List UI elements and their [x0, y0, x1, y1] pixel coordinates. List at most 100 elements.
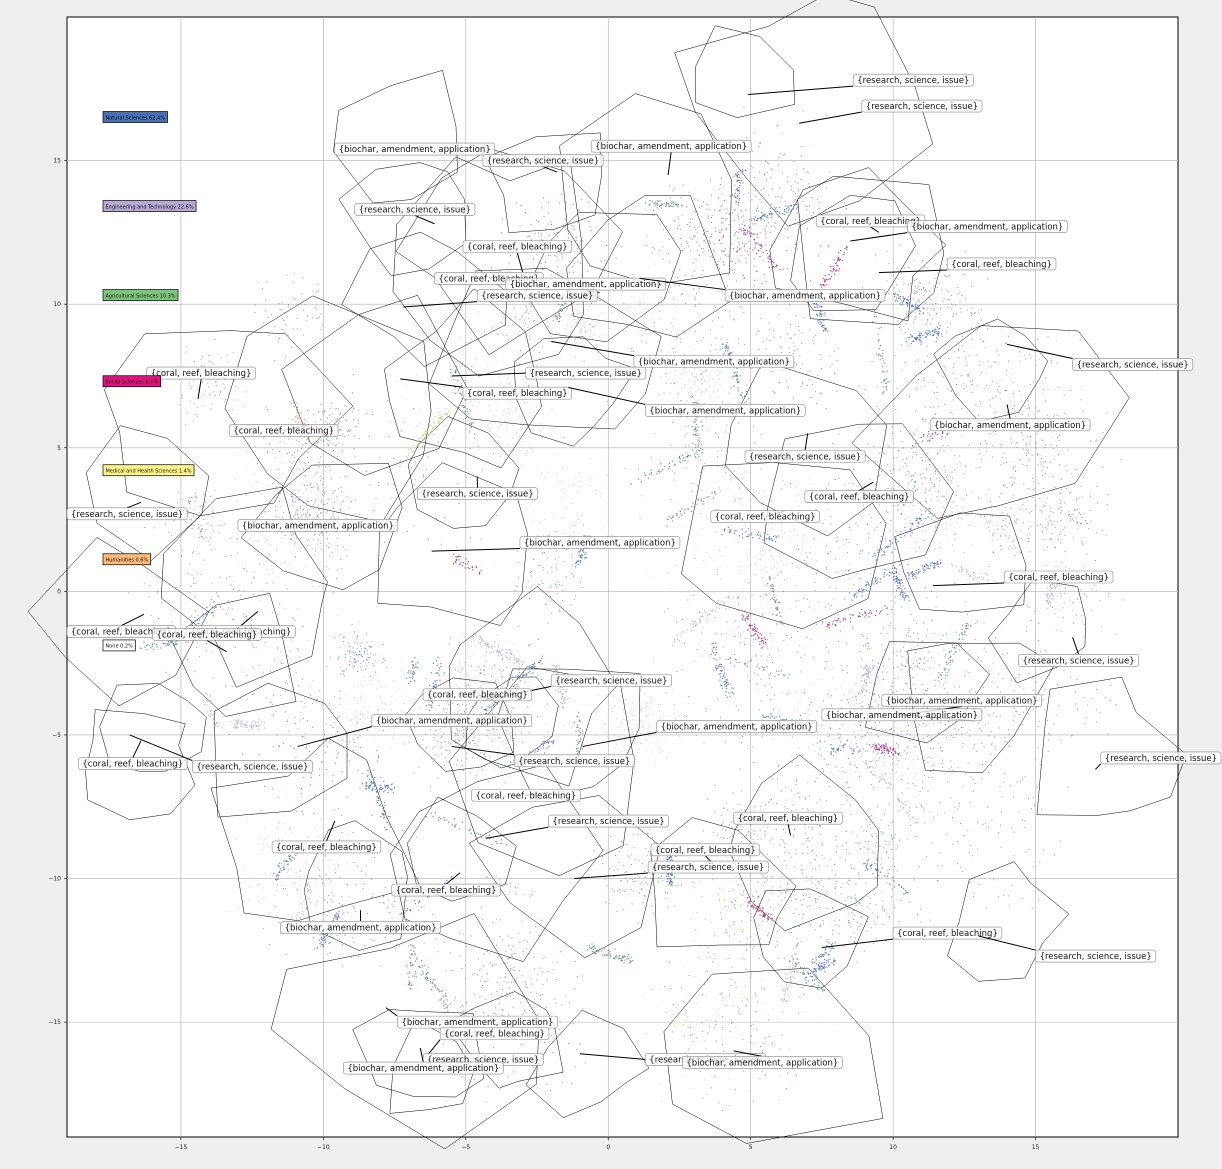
point	[1021, 898, 1022, 899]
point	[566, 497, 567, 498]
point	[455, 742, 456, 743]
point	[209, 394, 210, 395]
point	[446, 712, 447, 713]
point	[221, 357, 222, 358]
point	[817, 570, 818, 571]
point	[316, 754, 317, 755]
point	[1029, 673, 1030, 674]
point	[796, 549, 797, 550]
point	[851, 774, 852, 775]
point	[827, 751, 828, 752]
point	[461, 760, 462, 761]
point	[536, 980, 537, 981]
point	[338, 808, 339, 809]
point	[353, 750, 354, 751]
point	[1033, 866, 1034, 867]
point	[395, 948, 396, 949]
point	[819, 865, 820, 866]
point	[194, 361, 195, 362]
point	[865, 841, 866, 842]
point	[258, 884, 259, 885]
point	[1006, 343, 1007, 344]
point	[910, 283, 911, 284]
point	[617, 869, 618, 870]
point	[745, 985, 746, 986]
point	[783, 591, 784, 592]
point	[979, 365, 980, 366]
point	[776, 538, 777, 539]
point	[294, 533, 295, 534]
point	[563, 725, 564, 726]
point	[323, 501, 324, 502]
point	[856, 905, 857, 906]
point	[720, 912, 721, 913]
point	[490, 709, 491, 710]
point	[447, 709, 448, 710]
point	[482, 470, 483, 471]
point	[496, 964, 497, 965]
point	[1073, 623, 1074, 624]
point	[978, 722, 979, 723]
point	[577, 304, 578, 305]
point	[912, 669, 913, 670]
point	[439, 658, 440, 659]
point	[427, 701, 428, 702]
point	[839, 771, 840, 772]
point	[906, 465, 907, 466]
point	[463, 729, 464, 730]
point	[324, 734, 325, 735]
point	[547, 472, 548, 473]
point	[831, 695, 832, 696]
point	[515, 727, 516, 728]
point	[673, 1004, 674, 1005]
point	[1087, 705, 1088, 706]
point	[857, 962, 858, 963]
point	[795, 784, 796, 785]
point	[272, 568, 273, 569]
point	[376, 750, 377, 751]
point	[438, 442, 439, 443]
point	[320, 876, 321, 877]
point	[256, 532, 257, 533]
point	[829, 735, 830, 736]
point	[814, 484, 815, 485]
point	[1061, 596, 1062, 597]
point	[842, 804, 843, 805]
point	[464, 735, 465, 736]
point	[556, 567, 557, 568]
point	[732, 261, 733, 262]
point	[455, 753, 456, 754]
point	[331, 881, 332, 882]
point	[208, 386, 209, 387]
point	[581, 331, 582, 332]
point	[293, 502, 294, 503]
point	[674, 188, 675, 189]
point	[907, 662, 908, 663]
point	[502, 741, 503, 742]
point	[707, 231, 708, 232]
point	[1047, 415, 1048, 416]
point	[426, 678, 427, 679]
point	[967, 310, 968, 311]
point	[331, 478, 332, 479]
point	[281, 490, 282, 491]
point	[481, 969, 482, 970]
point	[682, 665, 683, 666]
point	[908, 345, 909, 346]
point	[301, 793, 302, 794]
point	[1060, 593, 1061, 594]
point	[735, 908, 736, 909]
point	[875, 255, 876, 256]
point	[341, 430, 342, 431]
point	[358, 420, 359, 421]
point	[487, 949, 488, 950]
point	[916, 430, 917, 431]
point	[922, 483, 923, 484]
point	[433, 434, 434, 435]
point	[1011, 443, 1012, 444]
point	[996, 749, 997, 750]
point	[460, 710, 461, 711]
point	[414, 525, 415, 526]
point	[868, 538, 869, 539]
point	[892, 692, 893, 693]
